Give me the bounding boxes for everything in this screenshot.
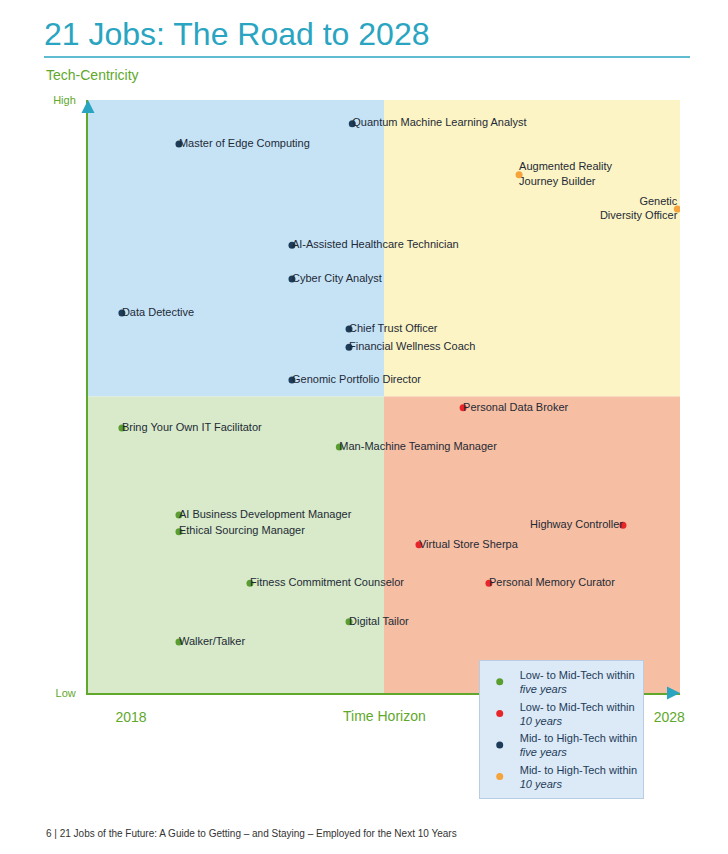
svg-text:Fitness Commitment Counselor: Fitness Commitment Counselor — [250, 576, 404, 588]
svg-text:6 | 21 Jobs of the Future: A G: 6 | 21 Jobs of the Future: A Guide to Ge… — [46, 828, 457, 839]
svg-text:Mid- to High-Tech within10 yea: Mid- to High-Tech within10 years — [520, 764, 637, 790]
svg-text:Bring Your Own IT Facilitator: Bring Your Own IT Facilitator — [122, 421, 262, 433]
svg-text:2028: 2028 — [654, 709, 685, 725]
svg-text:AI-Assisted Healthcare Technic: AI-Assisted Healthcare Technician — [292, 238, 459, 250]
svg-text:Low- to Mid-Tech within10 year: Low- to Mid-Tech within10 years — [520, 701, 635, 727]
svg-text:2018: 2018 — [115, 709, 146, 725]
svg-text:Low: Low — [56, 687, 76, 699]
svg-text:AI Business Development Manage: AI Business Development Manager — [179, 508, 352, 520]
svg-text:Man-Machine Teaming Manager: Man-Machine Teaming Manager — [339, 440, 497, 452]
svg-text:Financial Wellness Coach: Financial Wellness Coach — [349, 340, 475, 352]
svg-text:GeneticDiversity Officer: GeneticDiversity Officer — [600, 195, 678, 221]
svg-text:Master of Edge Computing: Master of Edge Computing — [179, 137, 310, 149]
svg-text:21 Jobs: The Road to 2028: 21 Jobs: The Road to 2028 — [44, 16, 429, 52]
svg-text:Walker/Talker: Walker/Talker — [179, 635, 246, 647]
svg-text:Mid- to High-Tech withinfive y: Mid- to High-Tech withinfive years — [520, 732, 637, 758]
svg-text:Virtual Store Sherpa: Virtual Store Sherpa — [419, 538, 519, 550]
svg-text:Time Horizon: Time Horizon — [343, 708, 426, 724]
svg-text:Genomic Portfolio Director: Genomic Portfolio Director — [292, 373, 421, 385]
svg-text:Quantum Machine Learning Analy: Quantum Machine Learning Analyst — [352, 116, 526, 128]
svg-text:Ethical Sourcing Manager: Ethical Sourcing Manager — [179, 524, 305, 536]
svg-text:Digital Tailor: Digital Tailor — [349, 615, 409, 627]
svg-text:Personal Memory Curator: Personal Memory Curator — [489, 576, 615, 588]
svg-text:Data Detective: Data Detective — [122, 306, 194, 318]
svg-text:Tech-Centricity: Tech-Centricity — [46, 67, 139, 83]
svg-text:Augmented RealityJourney Build: Augmented RealityJourney Builder — [519, 160, 612, 186]
svg-text:High: High — [53, 94, 76, 106]
svg-text:Cyber City Analyst: Cyber City Analyst — [292, 272, 382, 284]
svg-text:Highway Controller: Highway Controller — [530, 518, 623, 530]
svg-text:Chief Trust Officer: Chief Trust Officer — [349, 322, 438, 334]
svg-text:Low- to Mid-Tech withinfive ye: Low- to Mid-Tech withinfive years — [520, 669, 635, 695]
svg-text:Personal Data Broker: Personal Data Broker — [463, 401, 568, 413]
